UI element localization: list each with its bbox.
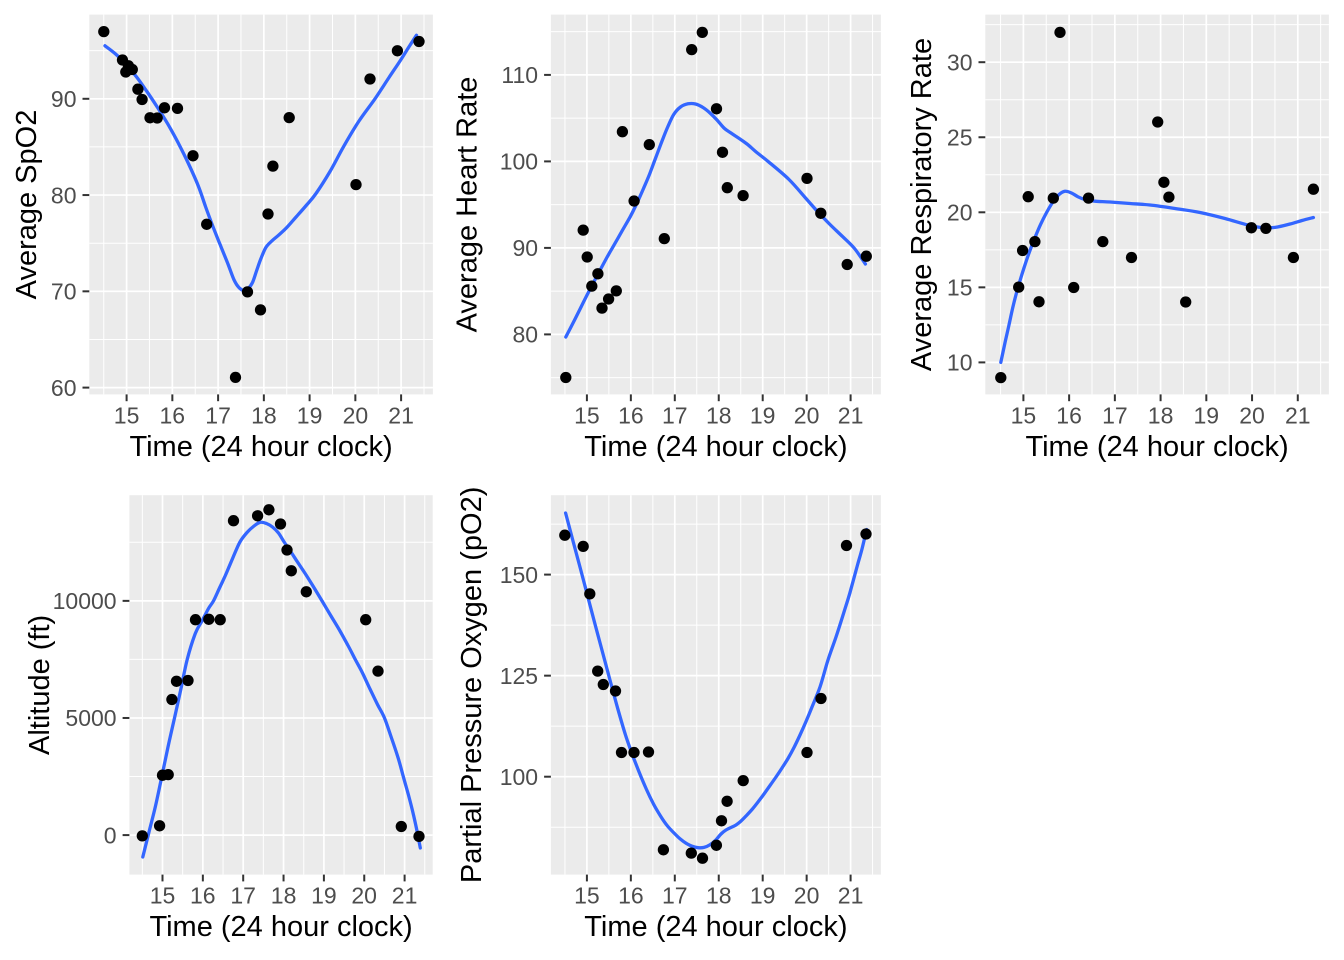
svg-text:20: 20: [794, 883, 820, 909]
svg-text:10000: 10000: [53, 588, 117, 614]
svg-text:21: 21: [1285, 402, 1311, 428]
svg-text:15: 15: [114, 402, 140, 428]
svg-text:Time (24 hour clock): Time (24 hour clock): [129, 431, 392, 463]
svg-text:15: 15: [947, 275, 973, 301]
svg-text:70: 70: [51, 279, 77, 305]
svg-text:21: 21: [838, 402, 864, 428]
svg-text:18: 18: [706, 883, 732, 909]
svg-text:17: 17: [230, 883, 256, 909]
svg-text:25: 25: [947, 124, 973, 150]
svg-text:80: 80: [51, 182, 77, 208]
svg-text:16: 16: [618, 402, 644, 428]
svg-text:18: 18: [271, 883, 297, 909]
svg-text:19: 19: [750, 402, 776, 428]
svg-text:20: 20: [794, 402, 820, 428]
svg-text:30: 30: [947, 49, 973, 75]
svg-text:19: 19: [750, 883, 776, 909]
svg-text:17: 17: [205, 402, 231, 428]
svg-text:16: 16: [1056, 402, 1082, 428]
svg-text:Time (24 hour clock): Time (24 hour clock): [149, 911, 412, 943]
svg-text:90: 90: [513, 235, 539, 261]
svg-text:21: 21: [838, 883, 864, 909]
svg-text:80: 80: [513, 322, 539, 348]
svg-text:16: 16: [190, 883, 216, 909]
svg-text:60: 60: [51, 375, 77, 401]
svg-text:10: 10: [947, 350, 973, 376]
svg-text:90: 90: [51, 86, 77, 112]
svg-text:18: 18: [251, 402, 277, 428]
svg-text:20: 20: [947, 200, 973, 226]
svg-text:17: 17: [662, 402, 688, 428]
svg-text:17: 17: [1102, 402, 1128, 428]
svg-text:20: 20: [343, 402, 369, 428]
svg-text:100: 100: [500, 149, 538, 175]
svg-text:0: 0: [104, 822, 117, 848]
svg-text:19: 19: [311, 883, 337, 909]
svg-text:Altitude (ft): Altitude (ft): [24, 615, 56, 755]
svg-text:19: 19: [1194, 402, 1220, 428]
svg-text:16: 16: [160, 402, 186, 428]
svg-text:15: 15: [150, 883, 176, 909]
svg-text:20: 20: [1239, 402, 1265, 428]
svg-text:21: 21: [388, 402, 414, 428]
svg-text:Average SpO2: Average SpO2: [11, 110, 43, 300]
svg-text:19: 19: [297, 402, 323, 428]
svg-text:Average Respiratory Rate: Average Respiratory Rate: [906, 38, 938, 371]
svg-text:15: 15: [574, 402, 600, 428]
svg-text:150: 150: [500, 562, 538, 588]
svg-text:Average Heart Rate: Average Heart Rate: [452, 77, 484, 333]
svg-text:125: 125: [500, 663, 538, 689]
svg-text:15: 15: [574, 883, 600, 909]
svg-text:17: 17: [662, 883, 688, 909]
svg-text:Partial Pressure Oxygen (pO2): Partial Pressure Oxygen (pO2): [456, 487, 488, 883]
svg-text:18: 18: [1148, 402, 1174, 428]
svg-text:21: 21: [392, 883, 418, 909]
svg-text:Time (24 hour clock): Time (24 hour clock): [1025, 431, 1288, 463]
svg-text:18: 18: [706, 402, 732, 428]
svg-text:5000: 5000: [65, 705, 116, 731]
svg-text:Time (24 hour clock): Time (24 hour clock): [584, 911, 847, 943]
svg-text:16: 16: [618, 883, 644, 909]
svg-text:100: 100: [500, 764, 538, 790]
svg-text:Time (24 hour clock): Time (24 hour clock): [584, 431, 847, 463]
svg-text:15: 15: [1011, 402, 1037, 428]
svg-text:20: 20: [351, 883, 377, 909]
svg-text:110: 110: [501, 62, 538, 88]
